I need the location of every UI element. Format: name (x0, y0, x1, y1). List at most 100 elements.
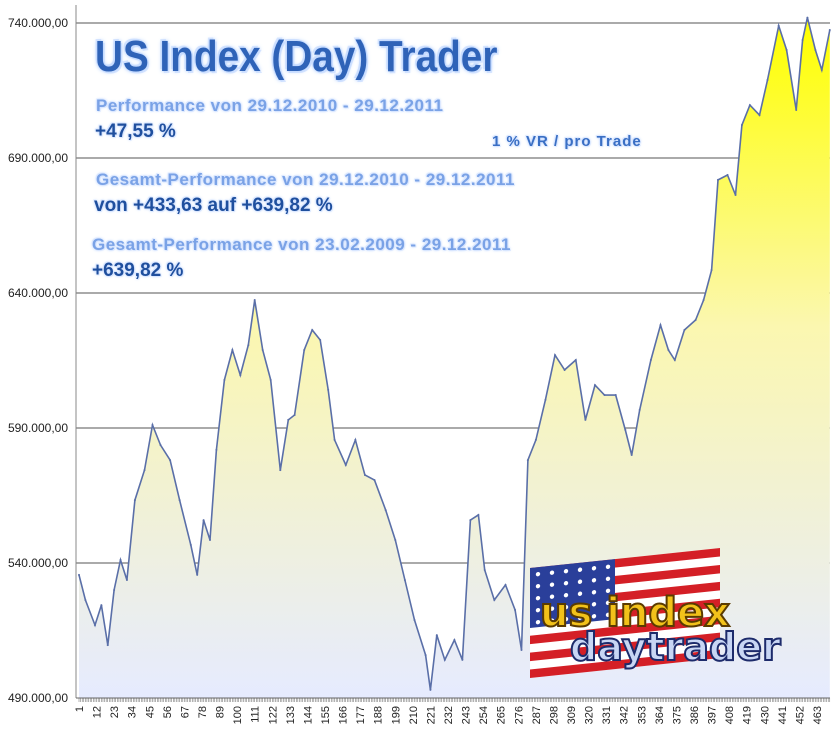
y-tick-label: 740.000,00 (8, 16, 68, 30)
data-point (373, 479, 376, 482)
data-point (178, 499, 181, 502)
x-tick-label: 144 (302, 706, 314, 724)
x-tick-label: 331 (601, 706, 613, 724)
x-tick-label: 452 (794, 706, 806, 724)
data-point (106, 644, 109, 647)
x-tick-label: 133 (285, 706, 297, 724)
y-tick-label: 690.000,00 (8, 151, 68, 165)
x-tick-label: 386 (689, 706, 701, 724)
data-point (828, 29, 831, 32)
x-tick-label: 100 (232, 706, 244, 724)
data-point (461, 658, 464, 661)
data-point (673, 358, 676, 361)
x-tick-label: 1 (74, 706, 86, 712)
data-point (429, 688, 432, 691)
x-tick-label: 254 (478, 706, 490, 724)
x-tick-label: 166 (338, 706, 350, 724)
data-point (777, 24, 780, 27)
data-point (814, 49, 817, 51)
x-tick-label: 353 (636, 706, 648, 724)
x-tick-label: 287 (531, 706, 543, 724)
data-point (493, 598, 496, 601)
data-point (667, 348, 670, 351)
y-tick-label: 490.000,00 (8, 691, 68, 705)
data-point (215, 448, 218, 451)
x-tick-label: 34 (127, 706, 139, 718)
data-point (453, 638, 456, 641)
x-tick-label: 89 (215, 706, 227, 718)
data-point (333, 438, 336, 441)
x-tick-label: 364 (654, 706, 666, 724)
data-point (202, 519, 205, 522)
x-tick-label: 298 (548, 706, 560, 724)
x-tick-label: 199 (390, 706, 402, 724)
data-point (683, 328, 686, 331)
data-point (253, 299, 256, 302)
data-point (293, 414, 296, 417)
data-point (630, 454, 633, 456)
x-tick-label: 342 (619, 706, 631, 724)
data-point (93, 624, 96, 627)
x-tick-label: 78 (197, 706, 209, 718)
chart-title: US Index (Day) Trader (95, 32, 498, 81)
data-point (649, 358, 652, 361)
y-tick-label: 640.000,00 (8, 286, 68, 300)
total-performance-label-2: Gesamt-Performance von 23.02.2009 - 29.1… (92, 235, 511, 254)
data-point (734, 193, 737, 196)
svg-text:us index: us index (540, 590, 730, 636)
data-point (363, 473, 366, 476)
equity-area (79, 17, 830, 699)
x-tick-label: 397 (707, 706, 719, 724)
data-point (806, 16, 809, 19)
data-point (403, 579, 406, 582)
data-point (435, 634, 438, 637)
data-point (196, 573, 199, 576)
data-point (614, 394, 617, 397)
data-point (748, 104, 751, 107)
x-tick-label: 111 (250, 706, 262, 723)
data-point (327, 388, 330, 391)
data-point (554, 354, 557, 357)
data-point (100, 604, 103, 607)
performance-value: +47,55 % (95, 121, 176, 142)
y-tick-label: 540.000,00 (8, 556, 68, 570)
data-point (311, 328, 314, 331)
data-point (344, 463, 347, 466)
data-point (563, 368, 566, 371)
data-point (520, 648, 523, 651)
y-tick-label: 590.000,00 (8, 421, 68, 435)
x-tick-label: 56 (162, 706, 174, 718)
data-point (279, 469, 282, 472)
data-point (534, 438, 537, 441)
x-tick-label: 221 (425, 706, 437, 724)
total-performance-label-1: Gesamt-Performance von 29.12.2010 - 29.1… (96, 170, 515, 189)
data-point (624, 428, 627, 431)
x-tick-label: 243 (461, 706, 473, 724)
x-tick-label: 12 (92, 706, 104, 718)
data-point (413, 618, 416, 621)
data-point (384, 509, 387, 512)
data-point (443, 658, 446, 661)
data-point (133, 499, 136, 502)
data-point (113, 589, 116, 591)
data-point (189, 543, 192, 546)
data-point (726, 174, 729, 177)
data-point (119, 559, 122, 562)
x-tick-label: 265 (496, 706, 508, 724)
data-point (694, 319, 697, 321)
data-point (740, 124, 743, 127)
data-point (526, 459, 529, 462)
data-point (603, 394, 606, 397)
data-point (801, 39, 804, 42)
data-point (354, 438, 357, 441)
data-point (125, 579, 128, 582)
data-point (231, 348, 234, 351)
data-point (78, 573, 80, 576)
data-point (710, 269, 713, 272)
data-point (483, 569, 486, 572)
data-point (574, 358, 577, 361)
data-point (394, 539, 397, 542)
total-performance-value-1: von +433,63 auf +639,82 % (94, 195, 333, 216)
